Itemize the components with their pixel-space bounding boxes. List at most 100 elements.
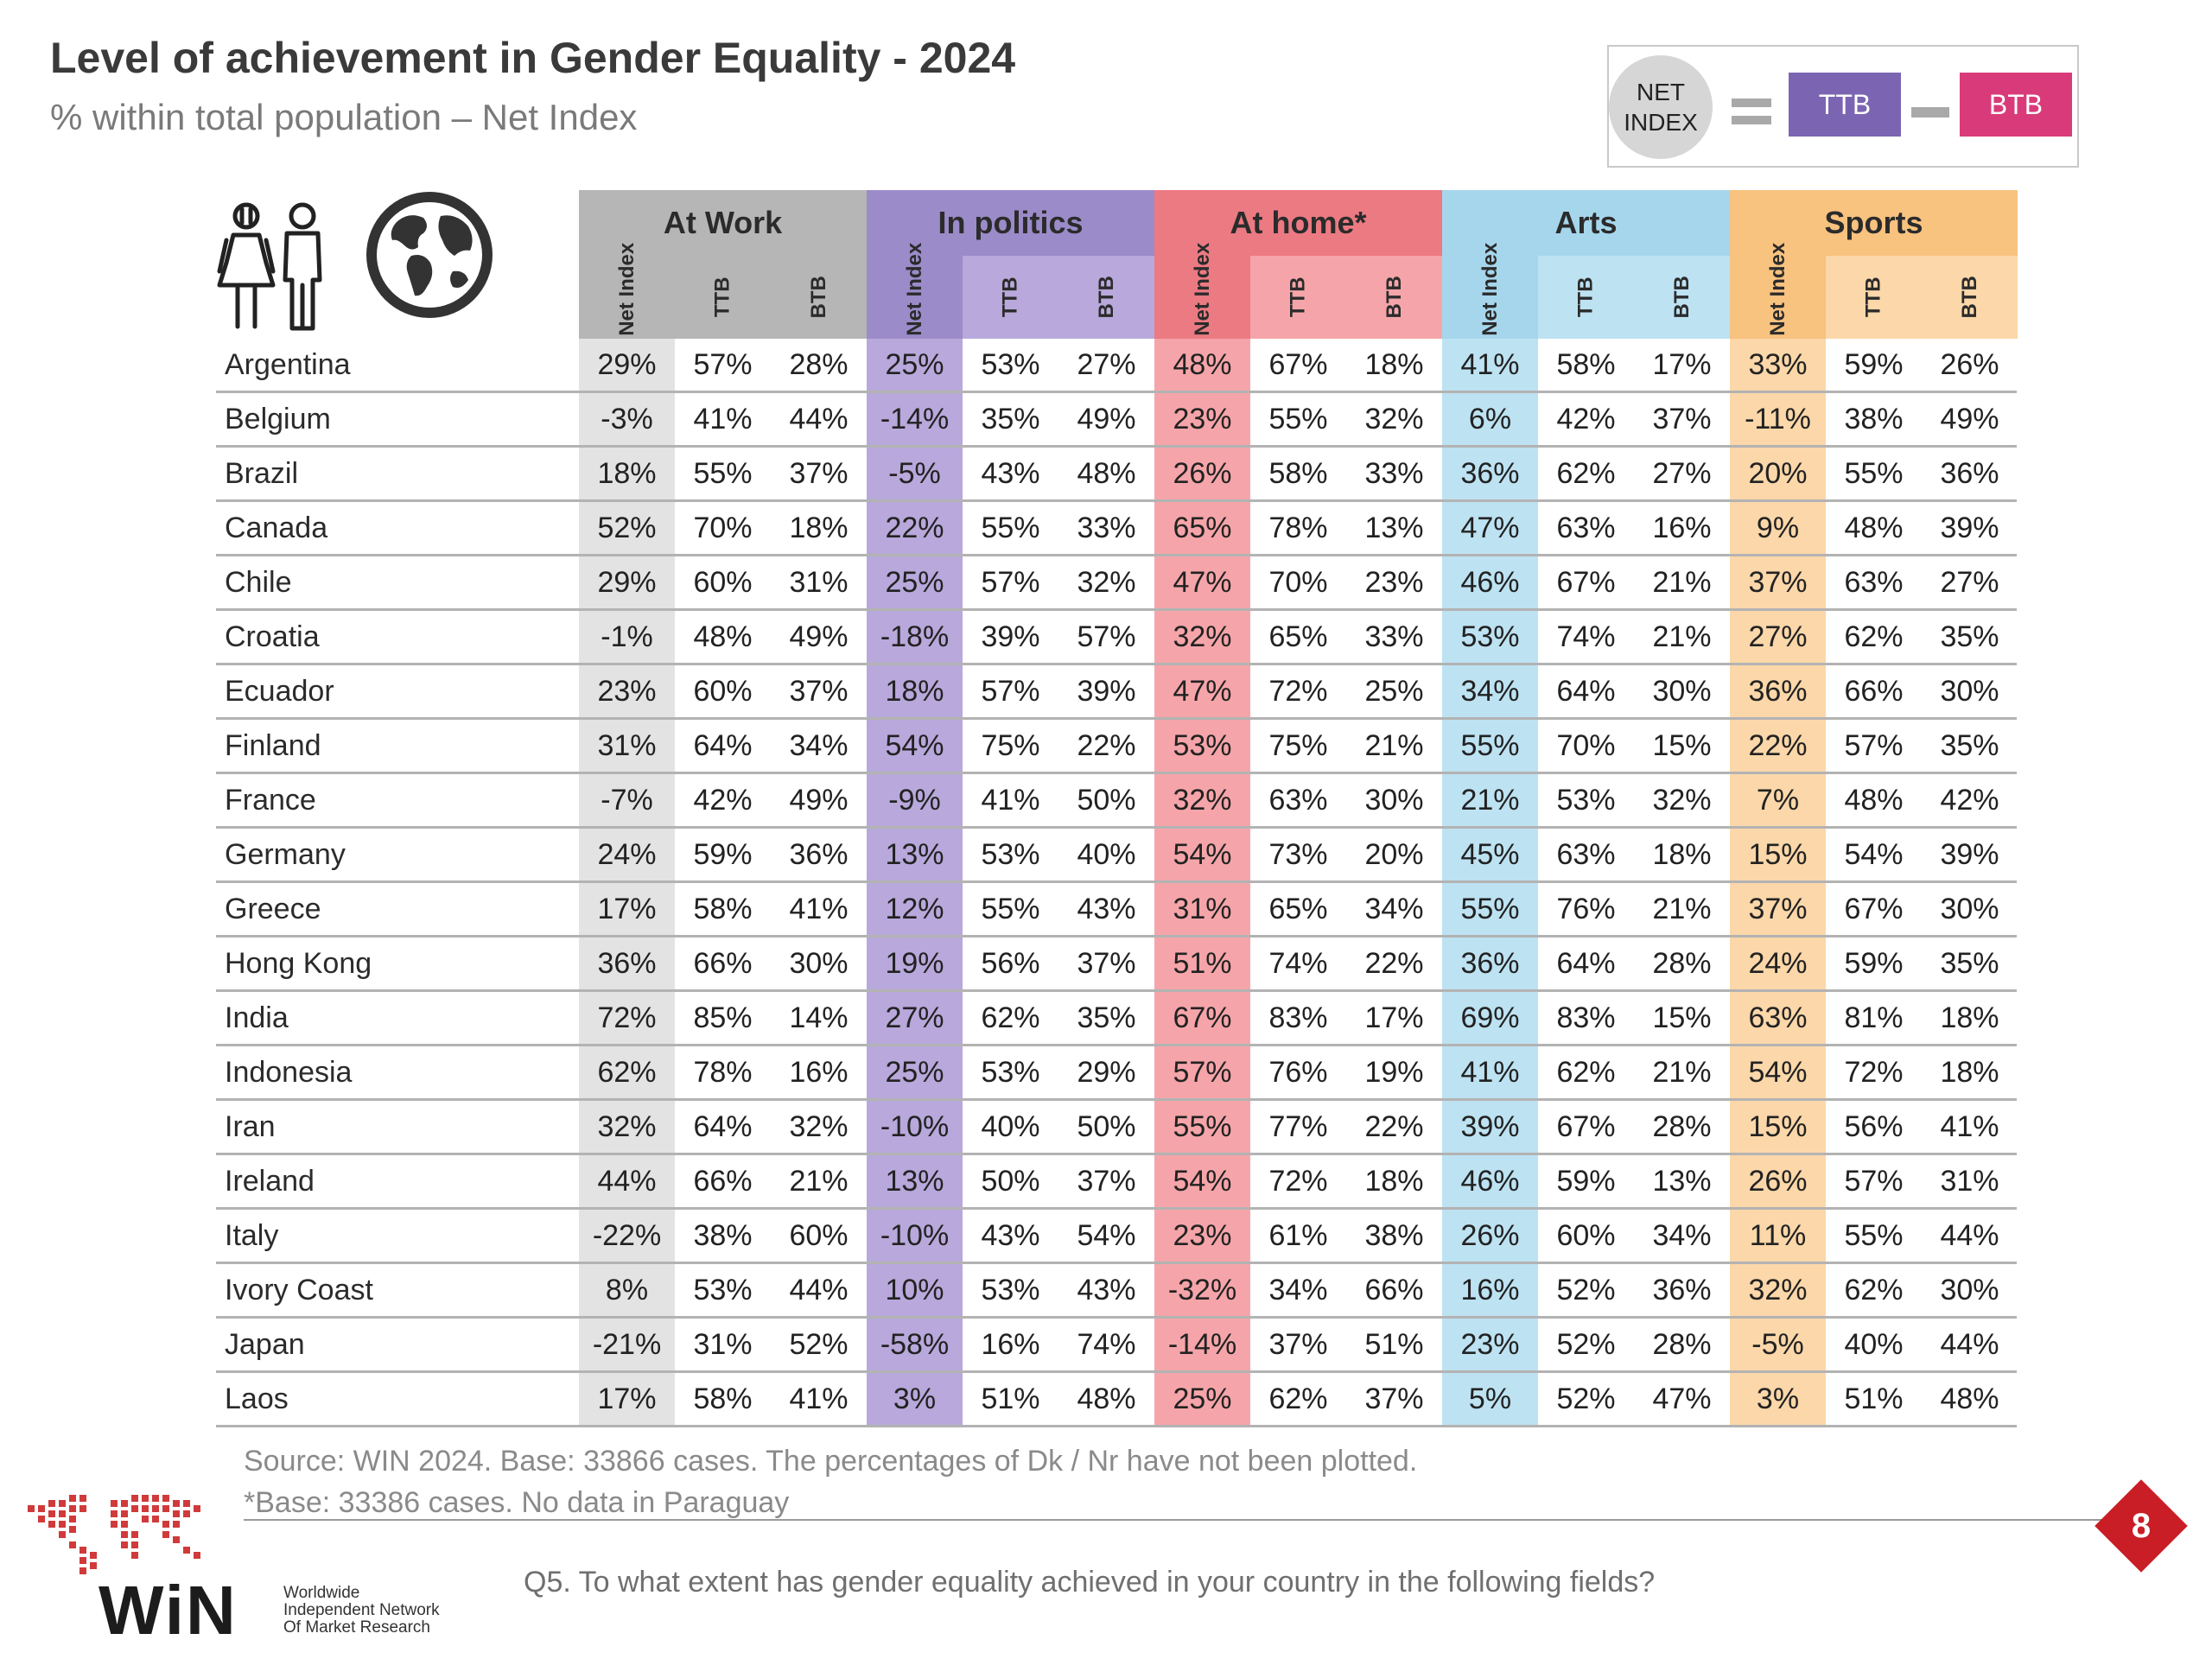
table-cell: 41%: [1442, 1046, 1538, 1098]
table-cell: 32%: [579, 1101, 675, 1153]
table-cell: 57%: [1154, 1046, 1250, 1098]
table-cell: 65%: [1268, 620, 1328, 653]
subheader-label: Net Index: [902, 242, 926, 336]
table-row: Brazil 18% 55% 37% -5% 43% 48% 26% 58% 33% 36% 62% 2…: [216, 448, 2017, 502]
table-cell: 39%: [1442, 1101, 1538, 1153]
table-cell: 62%: [1844, 1273, 1904, 1306]
table-cell: 37%: [1268, 1327, 1328, 1361]
table-cell: 61%: [1268, 1218, 1328, 1252]
subheader-label: Net Index: [1765, 242, 1789, 336]
table-cell: 9%: [1730, 502, 1826, 554]
table-cell: 30%: [1652, 674, 1712, 708]
table-cell: 49%: [1940, 402, 1999, 435]
country-label: India: [225, 1001, 289, 1034]
table-cell: 16%: [1652, 511, 1712, 544]
table-cell: 43%: [1077, 1273, 1136, 1306]
table-cell: 58%: [1556, 347, 1616, 381]
table-cell: 53%: [1556, 783, 1616, 817]
country-label: Brazil: [225, 456, 299, 490]
table-cell: 64%: [693, 1109, 753, 1143]
table-cell: 35%: [1940, 728, 1999, 762]
table-cell: 48%: [1077, 456, 1136, 490]
subheader-home-net: Net Index: [1154, 243, 1250, 339]
table-row: Iran 32% 64% 32% -10% 40% 50% 55% 77% 22% 39% 67% 28…: [216, 1101, 2017, 1155]
table-cell: 29%: [1077, 1055, 1136, 1089]
table-cell: 44%: [1940, 1327, 1999, 1361]
table-cell: -3%: [579, 393, 675, 445]
table-cell: 16%: [1442, 1264, 1538, 1316]
table-cell: -1%: [579, 611, 675, 663]
table-cell: 60%: [693, 674, 753, 708]
table-cell: 18%: [579, 448, 675, 499]
table-cell: -10%: [867, 1101, 963, 1153]
table-cell: 57%: [1844, 1164, 1904, 1198]
table-cell: 21%: [1652, 1055, 1712, 1089]
table-cell: 58%: [693, 1382, 753, 1415]
group-header-home: At home*: [1154, 190, 1442, 256]
table-cell: 40%: [1844, 1327, 1904, 1361]
country-label: Argentina: [225, 347, 351, 381]
table-cell: 17%: [1364, 1001, 1424, 1034]
table-cell: 59%: [1556, 1164, 1616, 1198]
table-cell: 34%: [1652, 1218, 1712, 1252]
table-cell: 21%: [1364, 728, 1424, 762]
table-cell: 23%: [1154, 1210, 1250, 1262]
table-cell: 55%: [981, 892, 1040, 925]
table-cell: 52%: [1556, 1273, 1616, 1306]
table-cell: -58%: [867, 1319, 963, 1370]
table-cell: 36%: [1730, 665, 1826, 717]
table-cell: 44%: [789, 402, 849, 435]
table-cell: 58%: [693, 892, 753, 925]
table-row: France -7% 42% 49% -9% 41% 50% 32% 63% 30% 21% 53% 3…: [216, 774, 2017, 829]
table-cell: 48%: [1154, 339, 1250, 391]
footer-divider: [244, 1519, 2108, 1521]
table-cell: 41%: [789, 1382, 849, 1415]
table-cell: 37%: [789, 674, 849, 708]
table-cell: 21%: [1652, 565, 1712, 599]
table-cell: 22%: [1364, 1109, 1424, 1143]
table-cell: 42%: [1940, 783, 1999, 817]
table-cell: -5%: [1730, 1319, 1826, 1370]
table-cell: 24%: [579, 829, 675, 880]
table-row: Belgium -3% 41% 44% -14% 35% 49% 23% 55% 32% 6% 42%…: [216, 393, 2017, 448]
group-header-politics: In politics: [867, 190, 1154, 256]
subheader-politics-btb: BTB: [1058, 256, 1154, 339]
table-cell: 54%: [1844, 837, 1904, 871]
subheader-sports-ttb: TTB: [1826, 256, 1922, 339]
table-cell: 15%: [1652, 728, 1712, 762]
table-row: Laos 17% 58% 41% 3% 51% 48% 25% 62% 37% 5% 52% 47% 3%…: [216, 1373, 2017, 1427]
table-cell: 38%: [1364, 1218, 1424, 1252]
win-tagline-2: Independent Network: [283, 1600, 440, 1619]
table-cell: 6%: [1442, 393, 1538, 445]
table-cell: 37%: [1730, 883, 1826, 935]
country-label: Hong Kong: [225, 946, 372, 980]
table-cell: 18%: [1364, 347, 1424, 381]
table-cell: 30%: [1364, 783, 1424, 817]
table-cell: -14%: [867, 393, 963, 445]
table-cell: 28%: [1652, 1109, 1712, 1143]
country-label: Italy: [225, 1218, 279, 1252]
legend-ttb-box: TTB: [1789, 73, 1901, 137]
table-cell: 37%: [1730, 556, 1826, 608]
win-tagline-3: Of Market Research: [283, 1618, 430, 1637]
table-cell: 32%: [1154, 774, 1250, 826]
subheader-label: BTB: [1094, 276, 1118, 319]
table-cell: 73%: [1268, 837, 1328, 871]
table-cell: 15%: [1730, 829, 1826, 880]
table-cell: 34%: [1268, 1273, 1328, 1306]
table-row: Ecuador 23% 60% 37% 18% 57% 39% 47% 72% 25% 34% 64%…: [216, 665, 2017, 720]
table-cell: 27%: [1730, 611, 1826, 663]
table-cell: 13%: [867, 1155, 963, 1207]
table-cell: 13%: [1364, 511, 1424, 544]
table-cell: 76%: [1556, 892, 1616, 925]
group-header-sports: Sports: [1730, 190, 2018, 256]
table-cell: 41%: [981, 783, 1040, 817]
table-cell: 42%: [1556, 402, 1616, 435]
table-row: Ivory Coast 8% 53% 44% 10% 53% 43% -32% 34% 66% 16…: [216, 1264, 2017, 1319]
table-cell: 66%: [1364, 1273, 1424, 1306]
table-cell: 33%: [1077, 511, 1136, 544]
table-cell: 32%: [1652, 783, 1712, 817]
table-cell: 53%: [981, 1273, 1040, 1306]
table-cell: 35%: [1940, 620, 1999, 653]
table-cell: -9%: [867, 774, 963, 826]
